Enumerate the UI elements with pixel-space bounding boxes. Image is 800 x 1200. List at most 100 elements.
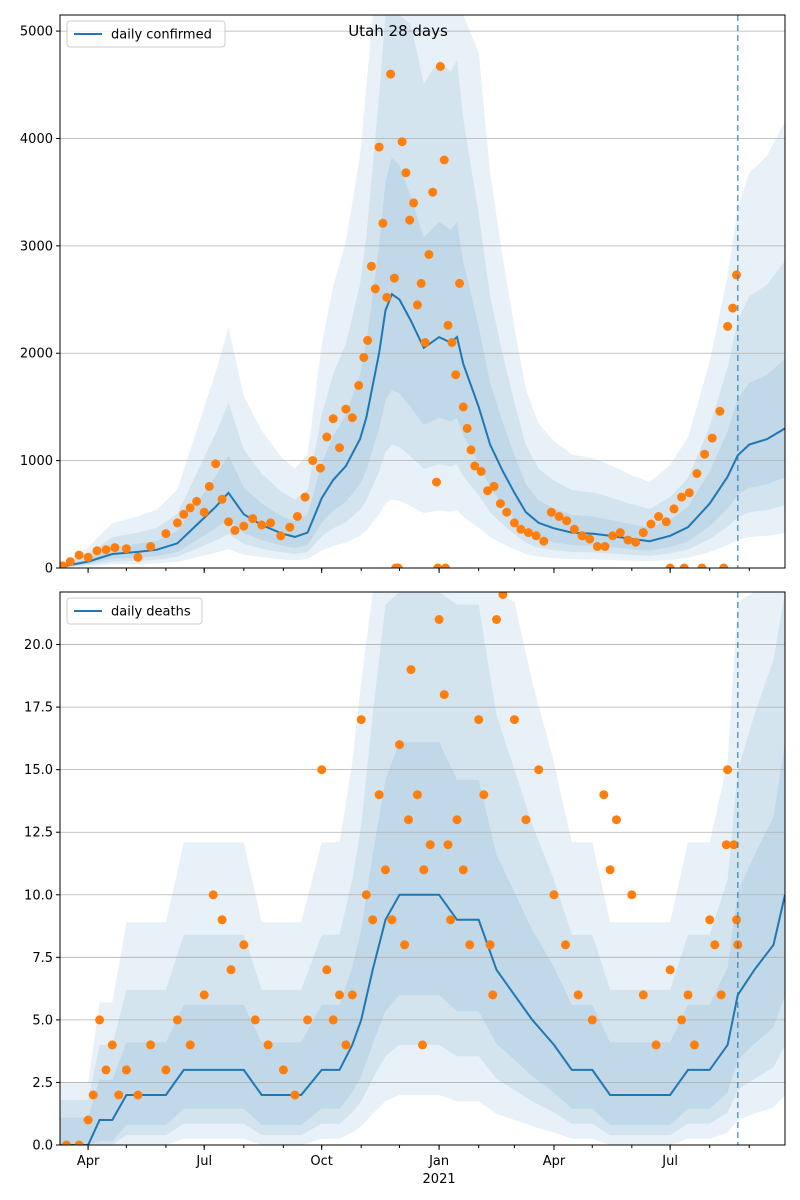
confirmed-point [204,481,214,491]
confirmed-point [382,292,392,302]
confirmed-band-0 [60,15,785,568]
confirmed-point [489,481,499,491]
deaths-point [263,1040,273,1050]
confirmed-point [615,528,625,538]
confirmed-point [476,466,486,476]
deaths-point [599,790,609,800]
confirmed-point [592,542,602,551]
deaths-point [208,890,218,900]
confirmed-point [101,545,111,555]
confirmed-band-1 [60,15,785,568]
confirmed-point [516,524,526,534]
deaths-point [133,1090,143,1100]
deaths-point [317,765,327,775]
confirmed-point [600,542,610,551]
confirmed-point [315,463,325,473]
deaths-xtick-label: Oct [310,1154,332,1169]
confirmed-ytick-label: 0 [45,562,53,577]
confirmed-point [697,563,707,568]
confirmed-point [562,516,572,526]
deaths-point [521,815,531,825]
confirmed-point [83,552,93,562]
confirmed-point [509,518,519,528]
deaths-legend: daily deaths [66,597,203,625]
deaths-point [732,915,741,925]
confirmed-point [433,563,443,568]
deaths-point [474,715,484,725]
confirmed-point [539,536,549,546]
confirmed-point [133,552,143,562]
deaths-point [185,1040,195,1050]
confirmed-point [341,404,351,414]
deaths-point [361,890,371,900]
deaths-point [665,965,675,975]
deaths-point [587,1015,597,1025]
confirmed-point [669,504,679,514]
confirmed-point [308,456,318,466]
deaths-point [446,915,456,925]
deaths-point [418,1040,427,1050]
deaths-point [347,990,357,1000]
confirmed-point [523,528,533,538]
deaths-point [381,865,390,875]
deaths-point [492,615,501,624]
confirmed-point [65,557,75,567]
confirmed-point [665,563,675,568]
confirmed-point [161,529,171,539]
confirmed-frame [59,14,786,569]
deaths-year-label: 2021 [423,1172,456,1187]
deaths-band-2 [60,742,785,1145]
confirmed-point [322,432,332,442]
confirmed-point [441,563,450,568]
confirmed-point [74,550,84,560]
confirmed-point [692,469,702,478]
deaths-point [290,1090,300,1100]
deaths-point [387,915,397,925]
deaths-point [509,715,519,725]
deaths-point [627,890,637,900]
deaths-point [406,665,416,675]
confirmed-point [585,534,595,544]
deaths-point [368,915,378,925]
confirmed-ytick-label: 2000 [20,347,53,362]
confirmed-point [424,250,434,259]
deaths-point [328,1015,338,1025]
confirmed-point [292,512,302,521]
confirmed-point [248,514,258,524]
deaths-point [605,865,615,875]
confirmed-point [121,544,131,554]
deaths-point [146,1040,156,1050]
confirmed-point [577,531,587,541]
deaths-point [534,765,544,775]
confirmed-point [239,521,249,531]
deaths-ytick-label: 7.5 [32,951,53,966]
deaths-point [479,790,489,800]
deaths-xtick-label: Jan [428,1154,449,1169]
confirmed-point [224,517,233,527]
confirmed-point [285,522,295,532]
deaths-legend-label: daily deaths [111,605,191,620]
confirmed-point [466,445,476,455]
confirmed-point [623,535,633,545]
confirmed-point [462,423,472,433]
deaths-point [303,1015,313,1025]
confirmed-point [470,461,480,471]
confirmed-point [354,381,364,390]
deaths-point [341,1040,351,1050]
deaths-point [161,1065,171,1075]
deaths-point [677,1015,687,1025]
deaths-point [419,865,429,875]
confirmed-point [451,370,461,380]
deaths-point [95,1015,105,1025]
confirmed-point [328,414,338,424]
confirmed-point [728,303,738,313]
confirmed-point [386,69,396,79]
confirmed-point [412,300,422,310]
confirmed-point [266,518,276,528]
confirmed-point [172,518,182,528]
confirmed-point [715,406,725,416]
confirmed-point [432,477,441,487]
chart-title: Utah 28 days [348,22,448,40]
deaths-ytick-label: 0.0 [32,1139,53,1154]
